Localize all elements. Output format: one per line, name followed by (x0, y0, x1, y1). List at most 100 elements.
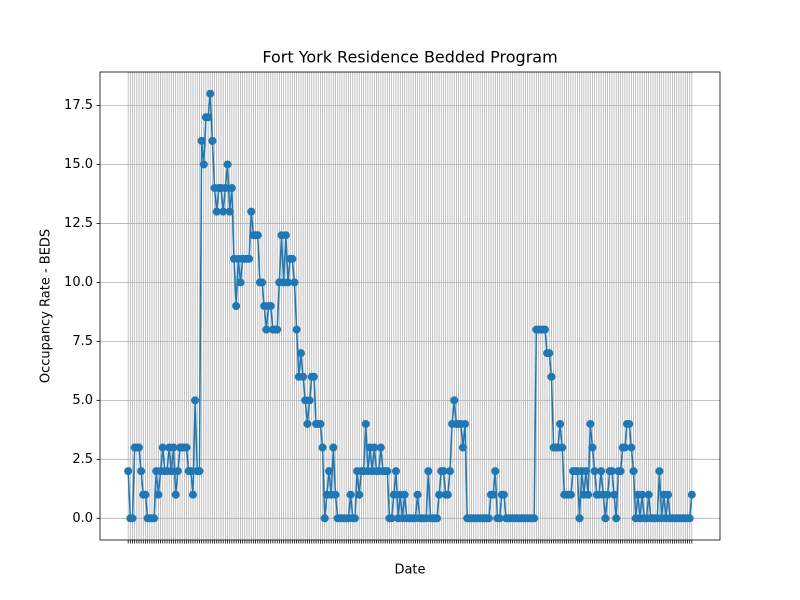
marker (191, 396, 200, 405)
marker (566, 490, 575, 499)
marker (545, 349, 554, 358)
marker (227, 184, 236, 193)
marker (299, 372, 308, 381)
y-tick-label: 10.0 (64, 275, 93, 290)
y-tick-label: 0.0 (72, 511, 93, 526)
y-axis-label: Occupancy Rate - BEDS (39, 229, 54, 383)
y-tick-label: 7.5 (72, 334, 93, 349)
y-tick-label: 2.5 (72, 452, 93, 467)
marker (134, 443, 143, 452)
marker (236, 278, 245, 287)
marker (601, 514, 610, 523)
marker (458, 443, 467, 452)
marker (439, 467, 448, 476)
marker (629, 467, 638, 476)
marker (296, 349, 305, 358)
y-tick-label: 5.0 (72, 393, 93, 408)
marker (273, 325, 282, 334)
marker (435, 490, 444, 499)
marker (199, 160, 208, 169)
marker (169, 443, 178, 452)
marker (582, 467, 591, 476)
marker (208, 136, 217, 145)
marker (245, 254, 254, 263)
marker (361, 419, 370, 428)
marker (283, 278, 292, 287)
marker (638, 490, 647, 499)
marker (316, 419, 325, 428)
marker (387, 514, 396, 523)
marker (221, 184, 230, 193)
marker (325, 467, 334, 476)
marker (443, 490, 452, 499)
marker (303, 419, 312, 428)
marker (204, 113, 213, 122)
marker (558, 443, 567, 452)
marker (219, 207, 228, 216)
marker (167, 467, 176, 476)
plot-frame (99, 71, 721, 541)
y-tick-label: 12.5 (64, 216, 93, 231)
marker (182, 443, 191, 452)
marker (320, 514, 329, 523)
marker (186, 467, 195, 476)
marker (612, 514, 621, 523)
marker (495, 514, 504, 523)
marker (687, 490, 696, 499)
marker (400, 490, 409, 499)
marker (154, 490, 163, 499)
marker (262, 325, 271, 334)
marker (588, 443, 597, 452)
marker (309, 372, 318, 381)
marker (491, 467, 500, 476)
marker (499, 490, 508, 499)
marker (376, 443, 385, 452)
chart-title: Fort York Residence Bedded Program (262, 48, 557, 67)
marker (232, 302, 241, 310)
marker (644, 490, 653, 499)
marker (281, 231, 290, 240)
marker (370, 443, 379, 452)
marker (318, 443, 327, 452)
marker (664, 490, 673, 499)
marker (655, 467, 664, 476)
marker (266, 302, 275, 310)
marker (141, 490, 150, 499)
marker (128, 514, 137, 523)
marker (610, 490, 619, 499)
marker (575, 514, 584, 523)
marker (445, 467, 454, 476)
marker (484, 514, 493, 523)
marker (389, 490, 398, 499)
marker (383, 467, 392, 476)
marker (424, 467, 433, 476)
marker (432, 514, 441, 523)
marker (603, 490, 612, 499)
marker (223, 160, 232, 169)
marker (247, 207, 256, 216)
marker (685, 514, 694, 523)
marker (590, 467, 599, 476)
marker (355, 490, 364, 499)
marker (329, 443, 338, 452)
marker (188, 490, 197, 499)
marker (258, 278, 267, 287)
y-tick-label: 17.5 (64, 98, 93, 113)
marker (292, 325, 301, 334)
marker (197, 136, 206, 145)
marker (556, 419, 565, 428)
marker (586, 419, 595, 428)
marker (305, 396, 314, 405)
marker (547, 372, 556, 381)
marker (620, 443, 629, 452)
marker (137, 467, 146, 476)
marker (489, 490, 498, 499)
marker (350, 514, 359, 523)
marker (173, 467, 182, 476)
marker (597, 467, 606, 476)
y-tick-label: 15.0 (64, 157, 93, 172)
marker (391, 467, 400, 476)
marker (212, 207, 221, 216)
marker (225, 207, 234, 216)
